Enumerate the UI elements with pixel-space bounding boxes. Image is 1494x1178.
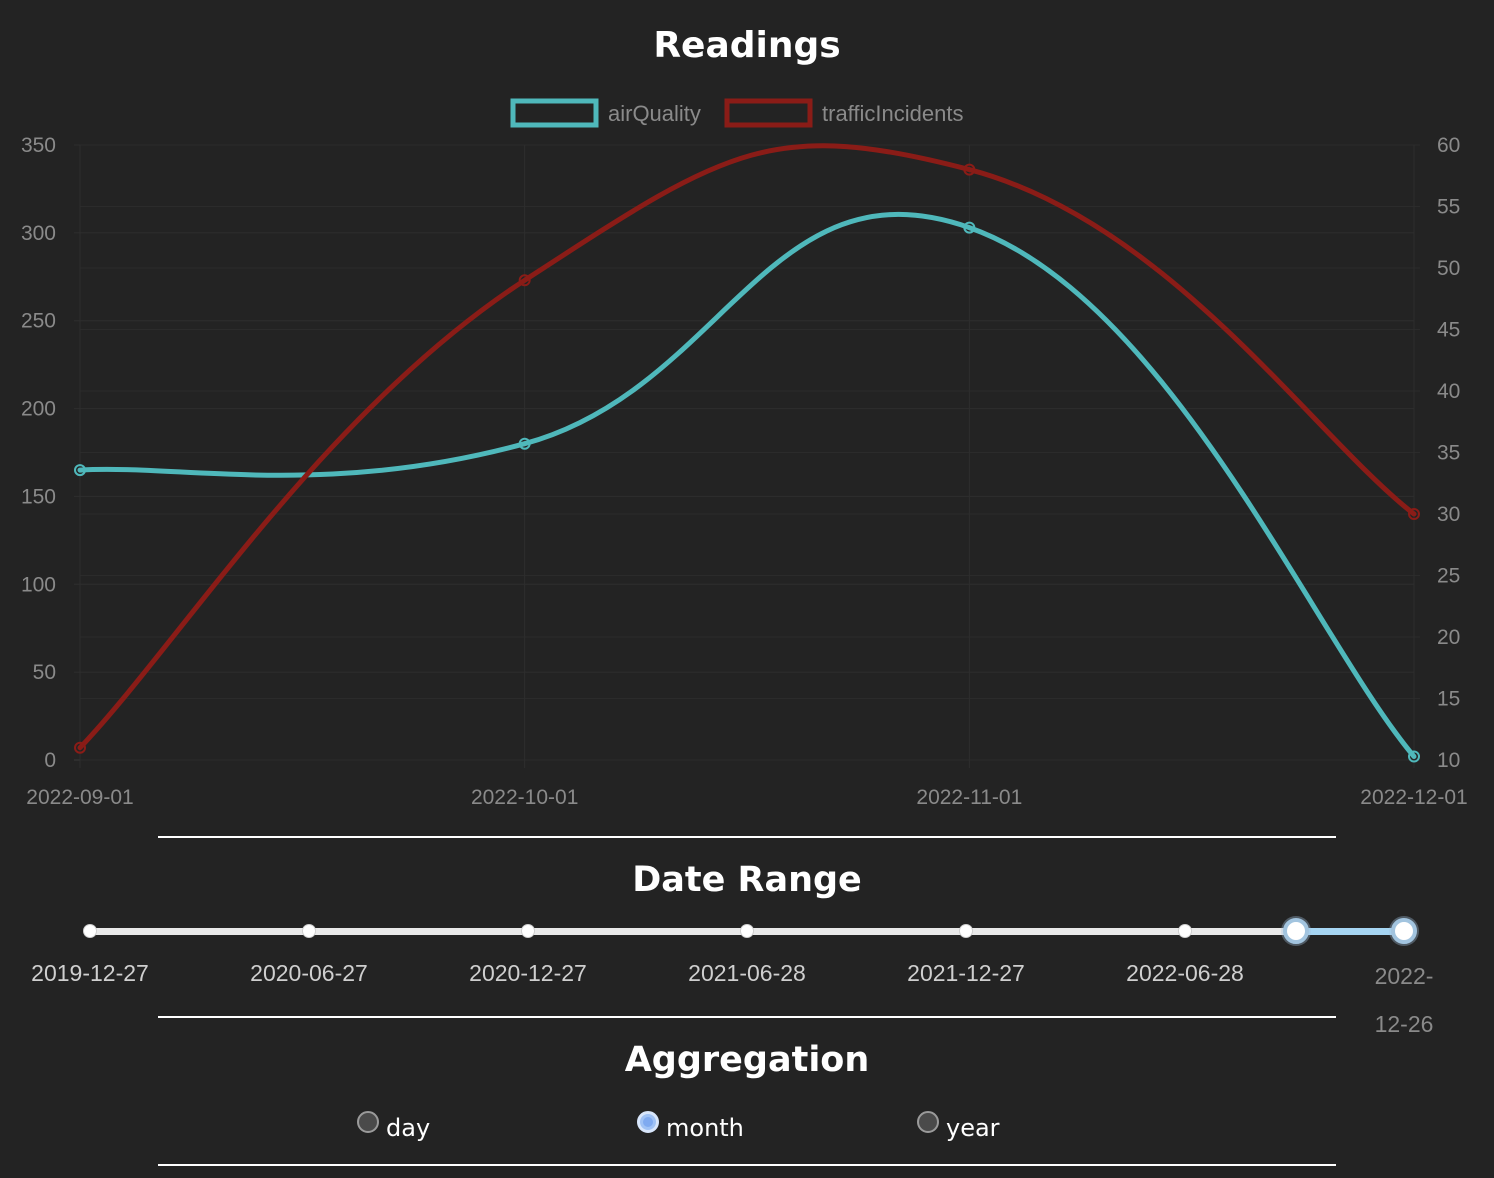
slider-mark-dot[interactable] [521, 924, 535, 938]
x-tick-label: 2022-10-01 [471, 786, 578, 809]
y-right-tick-label: 10 [1437, 749, 1460, 772]
y-left-tick-label: 150 [21, 485, 56, 508]
slider-mark-dot[interactable] [302, 924, 316, 938]
slider-mark-label: 2020-12-27 [469, 960, 587, 986]
slider-mark-label: 2021-12-27 [907, 960, 1025, 986]
y-right-tick-label: 60 [1437, 134, 1460, 157]
chart-axes: 0 50 100 150 200 250 300 350 10 15 20 25 30 35 40 45 50 5… [21, 134, 1468, 809]
y-left-tick-label: 100 [21, 573, 56, 596]
slider-handle-end[interactable] [1391, 918, 1417, 944]
divider-top [158, 836, 1336, 838]
slider-mark-dot[interactable] [1178, 924, 1192, 938]
y-left-tick-label: 250 [21, 310, 56, 333]
legend-label: airQuality [608, 101, 701, 126]
data-point-airQuality [1408, 750, 1420, 763]
slider-mark-label: 2021-06-28 [688, 960, 806, 986]
data-point-trafficIncidents [74, 741, 86, 754]
data-point-airQuality [963, 221, 976, 234]
y-right-tick-label: 35 [1437, 442, 1460, 465]
radio-month-label: month [666, 1114, 744, 1142]
slider-selected-range [1296, 928, 1404, 935]
y-left-tick-label: 200 [21, 398, 56, 421]
x-tick-label: 2022-12-01 [1360, 786, 1467, 809]
y-left-tick-label: 350 [21, 134, 56, 157]
y-right-tick-label: 45 [1437, 319, 1460, 342]
date-range-slider[interactable]: 2019-12-27 2020-06-27 2020-12-27 2021-06-28… [0, 900, 1494, 1050]
readings-chart: Readings airQuality trafficIncidents 0 50 1… [21, 25, 1468, 809]
radio-year-label: year [946, 1114, 1000, 1142]
slider-mark-label: 2020-06-27 [250, 960, 368, 986]
aggregation-title: Aggregation [624, 1040, 870, 1080]
x-tick-label: 2022-09-01 [26, 786, 133, 809]
radio-day-circle[interactable] [357, 1111, 379, 1133]
chart-series [74, 143, 1420, 763]
legend-item-trafficIncidents[interactable]: trafficIncidents [724, 98, 963, 128]
slider-mark-dot[interactable] [740, 924, 754, 938]
y-left-tick-label: 0 [44, 749, 56, 772]
slider-mark-label: 2022-12-26 [1374, 963, 1434, 1037]
slider-mark-dot[interactable] [83, 924, 97, 938]
data-point-airQuality [518, 437, 531, 450]
legend-swatch [510, 98, 599, 128]
y-right-tick-label: 40 [1437, 380, 1460, 403]
data-point-trafficIncidents [1408, 508, 1420, 520]
y-left-tick-label: 50 [33, 661, 56, 684]
y-right-tick-label: 50 [1437, 257, 1460, 280]
radio-year[interactable]: year [917, 1102, 1000, 1142]
radio-month[interactable]: month [637, 1102, 744, 1142]
slider-handle-start[interactable] [1283, 918, 1310, 944]
y-right-tick-label: 30 [1437, 503, 1460, 526]
radio-day[interactable]: day [357, 1102, 430, 1142]
y-right-tick-label: 55 [1437, 196, 1460, 219]
data-point-trafficIncidents [963, 163, 976, 176]
chart-title: Readings [653, 25, 840, 66]
slider-mark-label: 2022-06-28 [1126, 960, 1244, 986]
legend-swatch [724, 98, 813, 128]
y-right-tick-label: 25 [1437, 565, 1460, 588]
x-tick-label: 2022-11-01 [916, 786, 1022, 809]
divider-bottom [158, 1164, 1336, 1166]
date-range-title: Date Range [632, 860, 862, 900]
data-point-airQuality [74, 464, 86, 477]
slider-mark-label: 2019-12-27 [31, 960, 149, 986]
radio-day-label: day [386, 1114, 431, 1142]
legend-item-airQuality[interactable]: airQuality [510, 98, 701, 128]
y-left-tick-label: 300 [21, 222, 56, 245]
legend-label: trafficIncidents [822, 101, 963, 126]
slider-mark-dot[interactable] [959, 924, 973, 938]
y-right-tick-label: 20 [1437, 626, 1460, 649]
divider-middle [158, 1016, 1336, 1018]
y-right-tick-label: 15 [1437, 688, 1460, 711]
series-line-airQuality [77, 212, 1417, 759]
chart-legend[interactable]: airQuality trafficIncidents [510, 98, 963, 128]
chart-grid [74, 144, 1420, 768]
radio-month-circle[interactable] [637, 1111, 659, 1133]
series-line-trafficIncidents [77, 143, 1417, 751]
data-point-trafficIncidents [518, 274, 531, 287]
radio-year-circle[interactable] [917, 1111, 939, 1133]
